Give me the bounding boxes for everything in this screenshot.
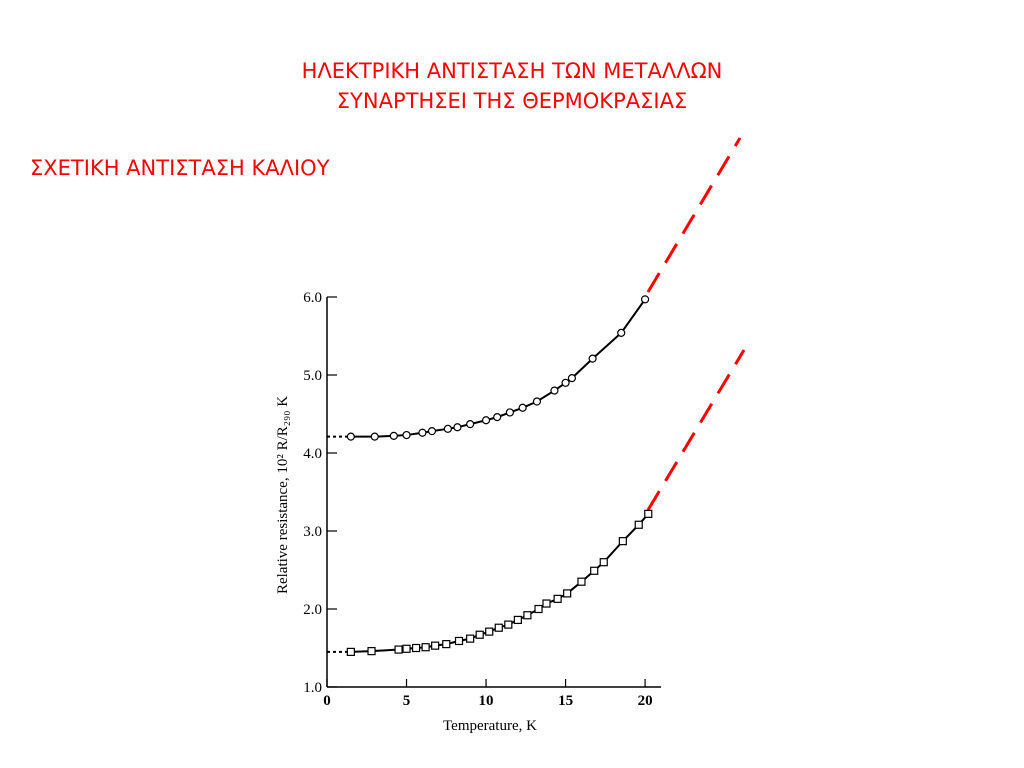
data-point <box>443 424 452 433</box>
data-point <box>634 520 643 529</box>
data-point <box>418 428 427 437</box>
red-dashed-line <box>646 349 746 511</box>
data-point <box>346 647 355 657</box>
data-point <box>542 599 551 608</box>
data-point <box>599 558 608 567</box>
extrapolation-lines <box>646 137 746 511</box>
y-tick-label: 1.0 <box>303 680 322 696</box>
x-tick-label: 10 <box>479 693 494 709</box>
y-tick-label: 6.0 <box>303 290 322 306</box>
y-tick-label: 5.0 <box>303 368 322 384</box>
data-point <box>505 408 515 417</box>
data-point <box>453 423 462 432</box>
subtitle: ΣΧΕΤΙΚΗ ΑΝΤΙΣΤΑΣΗ ΚΑΛΙΟΥ <box>30 156 330 180</box>
data-point <box>590 566 599 575</box>
data-point <box>454 636 464 646</box>
x-tick-label: 5 <box>403 693 411 709</box>
data-point <box>534 604 543 614</box>
slide-title: ΗΛΕΚΤΡΙΚΗ ΑΝΤΙΣΤΑΣΗ ΤΩΝ ΜΕΤΑΛΛΩΝ <box>302 59 723 83</box>
data-point <box>442 639 451 649</box>
data-point <box>523 611 532 620</box>
data-point <box>494 623 503 632</box>
data-point <box>370 432 379 441</box>
data-point <box>640 295 650 304</box>
red-dashed-line <box>646 137 742 293</box>
data-point <box>431 641 440 650</box>
data-point <box>513 615 522 625</box>
data-point <box>493 413 502 422</box>
data-point <box>367 647 376 656</box>
data-point <box>485 627 494 636</box>
y-tick-label: 2.0 <box>303 602 322 618</box>
data-point <box>550 386 559 395</box>
data-point <box>346 432 355 441</box>
data-point <box>588 354 597 363</box>
data-point <box>563 589 572 598</box>
data-point <box>553 594 562 603</box>
data-point <box>427 427 437 436</box>
data-point <box>567 374 577 383</box>
y-tick-label: 4.0 <box>303 446 322 462</box>
x-tick-label: 20 <box>638 693 653 709</box>
data-point <box>411 643 421 653</box>
data-point <box>402 644 411 653</box>
data-point <box>518 403 527 412</box>
data-point <box>394 645 403 654</box>
data-point <box>466 634 475 643</box>
data-point <box>421 643 430 652</box>
data-point <box>481 416 491 425</box>
data-point <box>577 577 586 586</box>
x-tick-label: 15 <box>558 693 573 709</box>
slide-title: ΣΥΝΑΡΤΗΣΕΙ ΤΗΣ ΘΕΡΜΟΚΡΑΣΙΑΣ <box>337 89 687 113</box>
x-axis-label: Temperature, K <box>443 718 537 734</box>
data-point <box>475 630 484 639</box>
y-tick-label: 3.0 <box>303 524 322 540</box>
data-point <box>617 328 626 337</box>
x-tick-label: 0 <box>323 693 331 709</box>
data-point <box>532 397 542 406</box>
data-point <box>618 537 627 546</box>
data-point <box>644 509 653 518</box>
data-point <box>466 420 475 429</box>
data-point <box>504 620 513 629</box>
data-point <box>402 430 411 440</box>
data-point <box>561 378 570 387</box>
y-axis-label: Relative resistance, 10² R/R₂₉₀ K <box>275 396 291 594</box>
data-point <box>389 431 398 440</box>
